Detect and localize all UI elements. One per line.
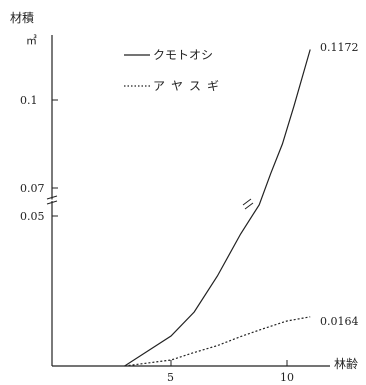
y-axis-break-mark (46, 195, 58, 205)
y-axis-unit: ㎥ (26, 34, 37, 47)
x-tick-label: 5 (167, 371, 174, 384)
series-end-label: 0.1172 (320, 41, 359, 54)
y-tick-label: 0.1 (20, 94, 38, 107)
series-line-kumotooshi (124, 49, 311, 367)
x-tick-label: 10 (280, 371, 294, 384)
series-end-label: 0.0164 (320, 315, 359, 328)
legend-label: クモトオシ (153, 48, 213, 62)
x-axis-title: 林齢 (334, 356, 358, 371)
y-tick-label: 0.07 (20, 182, 45, 195)
legend: クモトオシ アヤスギ (124, 48, 225, 93)
legend-label: アヤスギ (153, 79, 225, 93)
y-tick-label: 0.05 (20, 210, 45, 223)
series-break-mark (242, 198, 254, 210)
y-axis-title: 材積 (10, 10, 34, 25)
series-line-ayasugi (124, 316, 311, 367)
